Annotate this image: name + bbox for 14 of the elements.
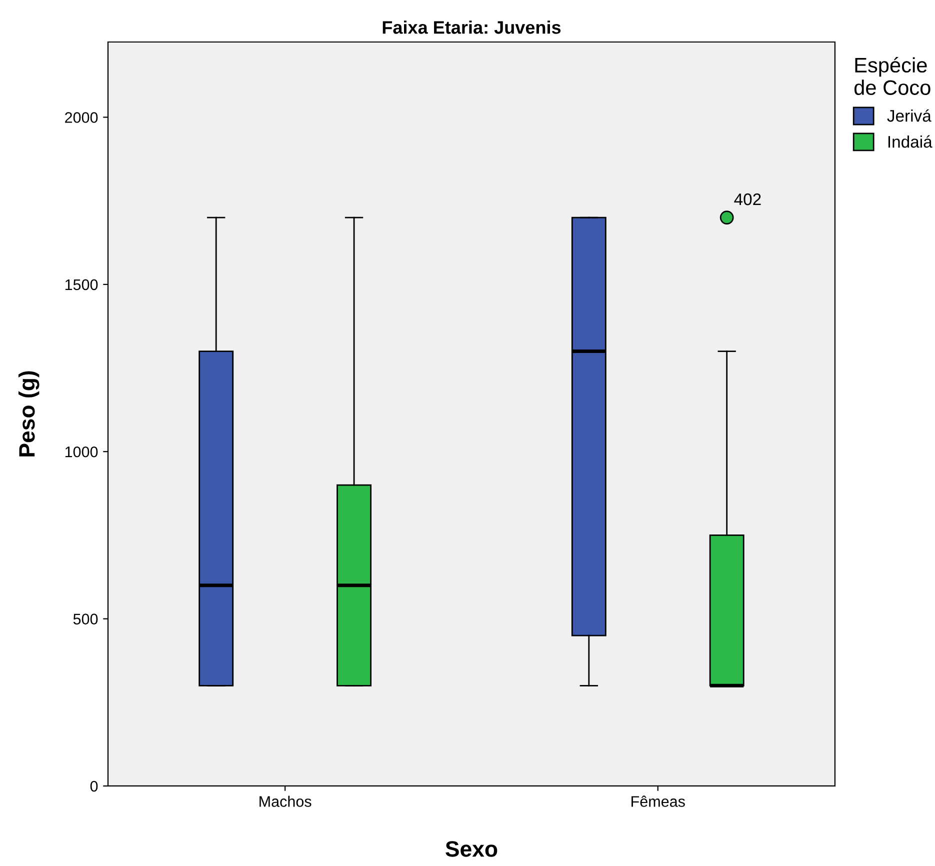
legend-label: Indaiá bbox=[888, 135, 932, 148]
y-tick-label: 0 bbox=[90, 780, 98, 792]
y-tick-label: 1500 bbox=[65, 279, 98, 290]
annotation: 402 bbox=[734, 193, 761, 206]
legend-label: Jerivá bbox=[887, 109, 932, 122]
x-tick-label: Fêmeas bbox=[632, 796, 685, 807]
y-tick-label: 500 bbox=[73, 614, 98, 624]
y-axis-title: Peso (g) bbox=[18, 371, 40, 456]
chart-title: Faixa Etaria: Juvenis bbox=[382, 20, 561, 34]
y-tick-label: 2000 bbox=[65, 112, 98, 123]
x-tick-label: Machos bbox=[260, 796, 312, 807]
legend-title: Espécie de Coco bbox=[854, 57, 930, 95]
x-axis-title: Sexo bbox=[446, 841, 498, 857]
y-tick-label: 1000 bbox=[65, 446, 98, 458]
